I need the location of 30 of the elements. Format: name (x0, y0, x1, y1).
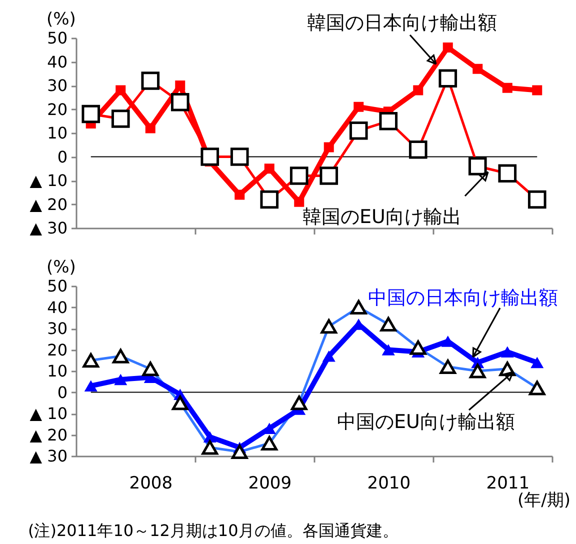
y-tick-label: 30 (47, 319, 68, 338)
x-axis-title: (年/期) (518, 490, 570, 510)
y-tick-label: 50 (47, 276, 68, 296)
legend-label: 韓国のEU向け輸出 (302, 206, 462, 228)
y-tick-label: 40 (47, 52, 68, 72)
series-label: 中国の日本向け輸出額 (368, 287, 558, 309)
y-tick-label: ▲ 20 (30, 194, 68, 214)
x-tick-label: 2008 (129, 474, 173, 494)
y-tick-label: ▲ 20 (30, 425, 68, 444)
y-tick-label: 10 (47, 124, 68, 142)
y-axis-title: (%) (46, 10, 76, 30)
y-tick-label: ▲ 10 (30, 171, 68, 190)
x-tick-label: 2009 (248, 474, 292, 494)
y-tick-label: 0 (57, 147, 68, 166)
y-tick-label: 20 (47, 340, 68, 360)
y-tick-label: ▲ 30 (30, 446, 68, 466)
y-tick-label: 20 (47, 100, 68, 119)
y-tick-label: ▲ 30 (30, 218, 68, 238)
y-tick-label: 0 (57, 382, 68, 402)
x-tick-label: 2010 (367, 474, 411, 494)
y-tick-label: 30 (47, 76, 68, 95)
y-tick-label: 50 (47, 28, 68, 48)
series-label: 韓国の日本向け輸出額 (307, 12, 497, 34)
y-tick-label: 10 (47, 362, 68, 380)
y-tick-label: 40 (47, 298, 68, 317)
legend-label: 中国のEU向け輸出額 (337, 411, 515, 433)
text: (注)2011年10～12月期は10月の値。各国通貨建。 (28, 521, 398, 540)
y-axis-title: (%) (46, 258, 76, 278)
y-tick-label: ▲ 10 (30, 404, 68, 423)
x-tick-label: 2011 (486, 474, 530, 494)
